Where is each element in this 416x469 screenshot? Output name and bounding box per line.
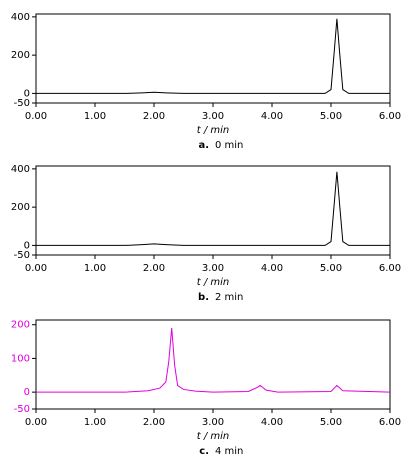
panel-label: c. [199, 446, 209, 457]
plot-frame [35, 13, 391, 104]
x-tick-label: 5.00 [320, 111, 342, 122]
y-tick-label: 0 [24, 88, 30, 99]
x-tick-label: 5.00 [320, 417, 342, 428]
y-tick-label: 0 [24, 240, 30, 251]
x-tick-label: 2.00 [143, 111, 165, 122]
plot-frame [35, 319, 391, 410]
y-tick-label: -50 [14, 98, 30, 109]
y-tick-label: 200 [11, 202, 30, 213]
x-tick-label: 3.00 [202, 417, 224, 428]
trace [36, 18, 390, 94]
y-tick-label: 0 [24, 387, 30, 398]
x-tick-label: 6.00 [379, 263, 401, 274]
x-tick-label: 6.00 [379, 111, 401, 122]
y-tick-label: 100 [11, 353, 30, 364]
x-tick-label: 6.00 [379, 417, 401, 428]
y-tick-label: 400 [11, 164, 30, 175]
x-axis-label: t / min [197, 277, 230, 288]
trace [36, 328, 391, 393]
x-tick-label: 2.00 [143, 417, 165, 428]
x-tick-label: 4.00 [261, 263, 283, 274]
y-tick-label: 200 [11, 50, 30, 61]
x-tick-label: 0.00 [25, 111, 47, 122]
x-tick-label: 3.00 [202, 263, 224, 274]
panel-caption: 4 min [215, 446, 243, 457]
x-tick-label: 1.00 [84, 417, 106, 428]
x-tick-label: 1.00 [84, 263, 106, 274]
x-tick-label: 3.00 [202, 111, 224, 122]
x-tick-label: 2.00 [143, 263, 165, 274]
x-tick-label: 4.00 [261, 417, 283, 428]
y-tick-label: -50 [14, 404, 30, 415]
y-tick-label: -50 [14, 250, 30, 261]
x-axis-label: t / min [197, 431, 230, 442]
x-tick-label: 5.00 [320, 263, 342, 274]
y-tick-label: 400 [11, 12, 30, 23]
panel-label: b. [198, 292, 209, 303]
x-tick-label: 1.00 [84, 111, 106, 122]
plot-frame [35, 165, 391, 256]
x-tick-label: 4.00 [261, 111, 283, 122]
panel-label: a. [198, 140, 209, 151]
panel-caption: 2 min [215, 292, 243, 303]
x-axis-label: t / min [197, 125, 230, 136]
trace [36, 171, 390, 246]
x-tick-label: 0.00 [25, 263, 47, 274]
panel-caption: 0 min [215, 140, 243, 151]
x-tick-label: 0.00 [25, 417, 47, 428]
y-tick-label: 200 [11, 320, 30, 331]
